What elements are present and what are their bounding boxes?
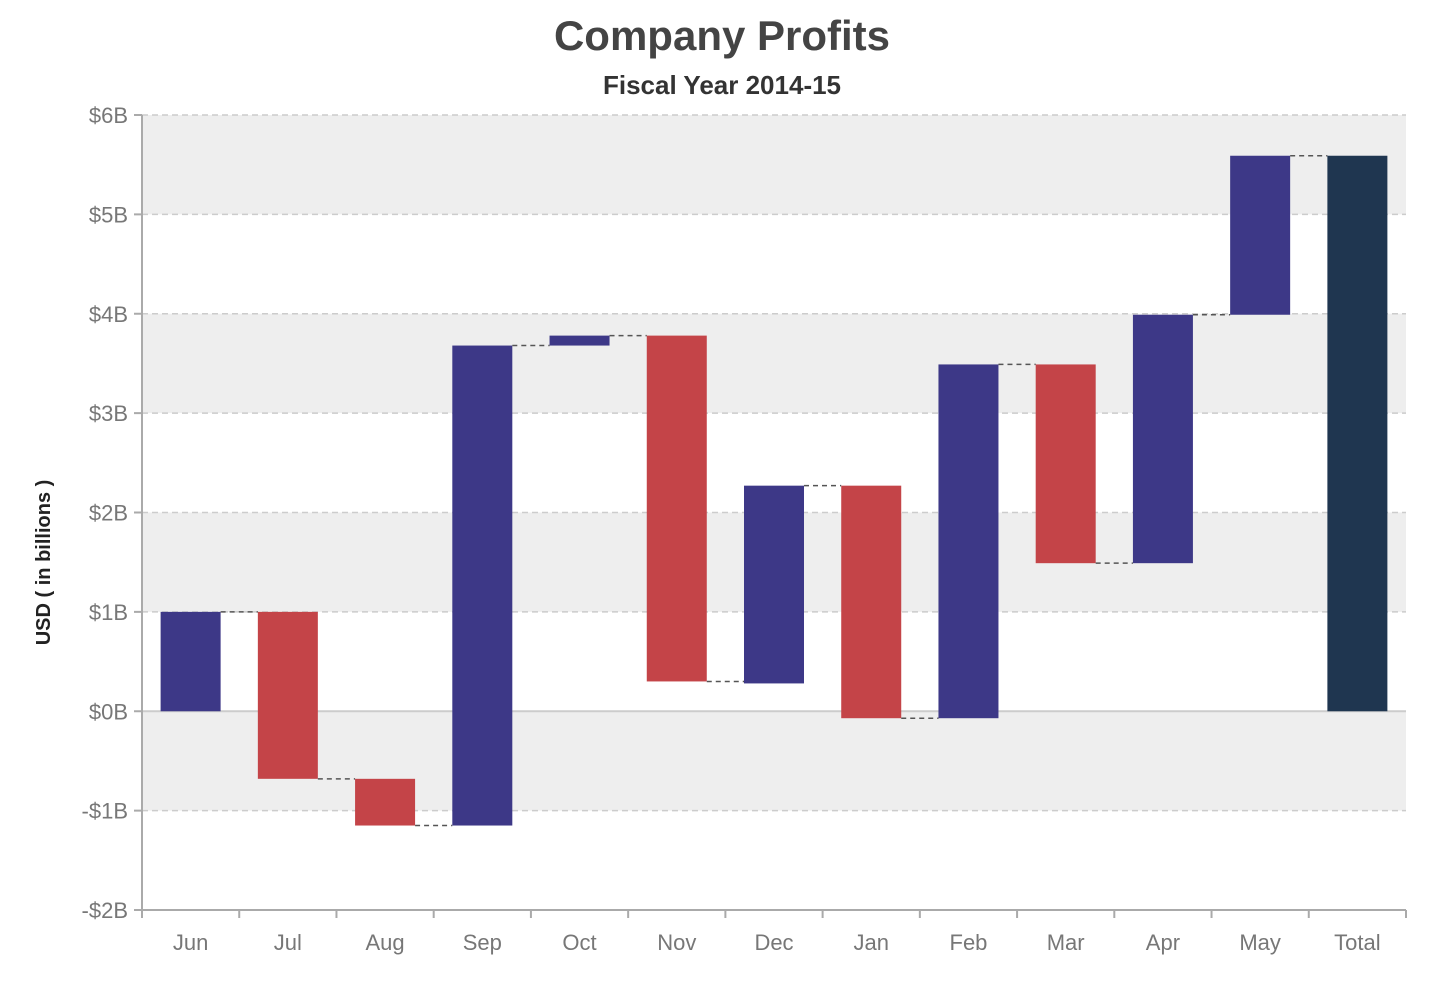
y-tick-label: $0B bbox=[89, 699, 128, 724]
y-tick-label: -$2B bbox=[82, 898, 128, 923]
bar-total[interactable] bbox=[1327, 155, 1388, 712]
y-tick-label: $3B bbox=[89, 401, 128, 426]
x-tick-label: Oct bbox=[562, 930, 596, 955]
chart-subtitle: Fiscal Year 2014-15 bbox=[602, 70, 842, 100]
x-tick-label: Nov bbox=[657, 930, 696, 955]
x-tick-label: Apr bbox=[1146, 930, 1180, 955]
bar-nov[interactable] bbox=[646, 335, 707, 682]
x-tick-label: Dec bbox=[754, 930, 793, 955]
x-tick-label: Total bbox=[1334, 930, 1380, 955]
bar-jun[interactable] bbox=[160, 611, 221, 712]
bar-may[interactable] bbox=[1230, 155, 1291, 315]
background-band bbox=[142, 115, 1406, 215]
y-tick-label: $6B bbox=[89, 103, 128, 128]
y-tick-label: $4B bbox=[89, 302, 128, 327]
bar-feb[interactable] bbox=[938, 364, 999, 719]
bar-oct[interactable] bbox=[549, 335, 610, 346]
x-tick-label: May bbox=[1239, 930, 1281, 955]
chart-title: Company Profits bbox=[553, 12, 891, 59]
y-tick-label: $5B bbox=[89, 202, 128, 227]
bar-mar[interactable] bbox=[1035, 364, 1096, 564]
bar-apr[interactable] bbox=[1132, 314, 1193, 564]
y-tick-label: -$1B bbox=[82, 799, 128, 824]
y-tick-label: $1B bbox=[89, 600, 128, 625]
y-tick-label: $2B bbox=[89, 501, 128, 526]
bar-jan[interactable] bbox=[841, 485, 902, 719]
x-tick-label: Feb bbox=[950, 930, 988, 955]
background-band bbox=[142, 313, 1406, 414]
x-tick-label: Jul bbox=[274, 930, 302, 955]
x-tick-label: Mar bbox=[1047, 930, 1085, 955]
bar-sep[interactable] bbox=[452, 345, 513, 826]
x-tick-label: Jan bbox=[853, 930, 888, 955]
background-band bbox=[142, 711, 1406, 811]
bar-dec[interactable] bbox=[744, 485, 804, 684]
x-tick-label: Jun bbox=[173, 930, 208, 955]
bar-aug[interactable] bbox=[355, 778, 416, 826]
bar-jul[interactable] bbox=[257, 611, 318, 779]
y-axis-title: USD ( in billions ) bbox=[33, 480, 55, 646]
x-tick-label: Sep bbox=[463, 930, 502, 955]
x-tick-label: Aug bbox=[365, 930, 404, 955]
